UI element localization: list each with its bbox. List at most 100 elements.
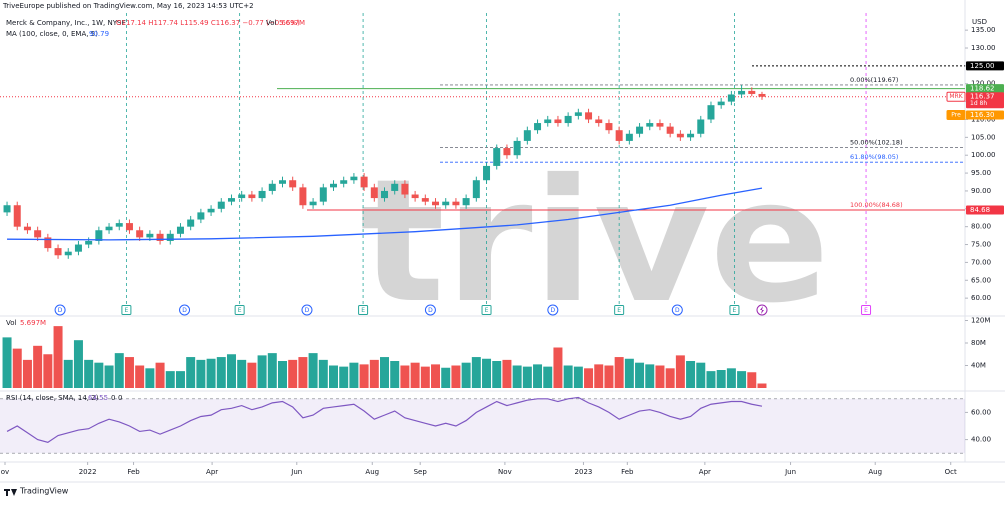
pane-title: Vol — [6, 319, 17, 327]
event-label: D — [675, 307, 680, 314]
candle-body — [136, 230, 144, 238]
candle-body — [534, 123, 542, 131]
price-tag — [966, 110, 1004, 120]
volume-bar — [553, 347, 563, 388]
price-tag-name: Pre — [951, 111, 961, 118]
candle-body — [727, 94, 735, 102]
candle-body — [13, 205, 21, 227]
ma-line — [7, 187, 763, 241]
volume-bar — [716, 370, 726, 388]
volume-bar — [675, 355, 685, 388]
event-label: E — [864, 307, 868, 314]
candle-body — [381, 190, 389, 199]
price-tag — [966, 92, 1004, 109]
candle-body — [309, 201, 317, 206]
symbol: Merck & Company, Inc., 1W, NYSE — [6, 19, 126, 27]
volume-bar — [451, 365, 461, 388]
candle-body — [54, 248, 62, 256]
volume-bar — [706, 371, 716, 388]
event-marker — [234, 305, 245, 315]
candle-body — [748, 90, 756, 94]
candle-body — [503, 148, 511, 156]
candle-body — [646, 123, 654, 127]
volume-bar — [604, 365, 614, 388]
x-tick-label: Apr — [206, 468, 218, 476]
pane-value: 64.55 — [88, 394, 108, 402]
candle-body — [554, 119, 562, 124]
volume-bar — [114, 353, 124, 388]
rsi-line — [6, 396, 763, 443]
candle-body — [156, 233, 164, 241]
candle-body — [330, 183, 338, 188]
event-label: D — [182, 307, 187, 314]
volume-bar — [308, 353, 318, 388]
event-label: D — [551, 307, 556, 314]
footer: TradingView — [19, 487, 69, 496]
alert-icon — [756, 304, 768, 316]
price-tag-name: MRK — [949, 93, 963, 100]
y-tick-label: 80M — [971, 339, 986, 347]
candle-body — [197, 212, 205, 220]
x-tick-label: Aug — [868, 468, 882, 476]
candle-body — [340, 180, 348, 184]
price-tag — [966, 205, 1004, 215]
price-tag-label: 118.62 — [970, 85, 995, 93]
candle-body — [656, 123, 664, 127]
candle-body — [421, 198, 429, 202]
candle-body — [462, 198, 470, 206]
volume-bar — [502, 359, 512, 388]
event-marker — [358, 305, 369, 315]
candle-body — [187, 219, 195, 227]
x-tick-label: ov — [1, 468, 9, 476]
volume-bar — [726, 368, 736, 388]
y-tick-label: 90.00 — [971, 187, 991, 195]
volume-bar — [431, 364, 441, 388]
x-tick-label: Aug — [365, 468, 379, 476]
volume-bar — [410, 362, 420, 388]
volume-bar — [522, 366, 532, 388]
volume-bar — [175, 371, 185, 388]
volume-bar — [186, 357, 196, 388]
candle-body — [717, 101, 725, 106]
volume-bar — [339, 366, 349, 388]
x-tick-label: Sep — [414, 468, 428, 476]
candle-body — [493, 148, 501, 166]
candle-body — [258, 190, 266, 199]
candle-body — [595, 119, 603, 124]
vol-value: 5.697M — [279, 19, 305, 27]
price-tag-name-bg — [946, 109, 966, 120]
candle-body — [227, 198, 235, 202]
y-tick-label: 40M — [971, 362, 986, 370]
event-label: E — [238, 307, 242, 314]
event-marker — [121, 305, 132, 315]
volume-bar — [737, 371, 747, 388]
y-tick-label: 65.00 — [971, 276, 991, 284]
event-label: E — [361, 307, 365, 314]
volume-bar — [53, 326, 63, 388]
candle-body — [687, 133, 695, 138]
event-label: E — [485, 307, 489, 314]
volume-bar — [237, 359, 247, 388]
event-label: E — [733, 307, 737, 314]
candle-body — [523, 130, 531, 141]
candle-body — [585, 112, 593, 120]
volume-bar — [461, 362, 471, 388]
volume-bar — [594, 364, 604, 388]
event-marker — [729, 305, 740, 315]
event-marker — [861, 305, 872, 315]
price-tag-label: 125.00 — [970, 62, 995, 70]
volume-bar — [329, 365, 339, 388]
candle-body — [483, 165, 491, 181]
y-tick-label: 60.00 — [971, 408, 991, 416]
candle-body — [125, 223, 133, 231]
candle-body — [95, 230, 103, 241]
x-tick-label: Oct — [945, 468, 957, 476]
candle-body — [738, 90, 746, 95]
y-tick-label: 80.00 — [971, 223, 991, 231]
candle-body — [707, 105, 715, 120]
pane-value: 5.697M — [20, 319, 46, 327]
pane-param: 0 — [118, 394, 122, 402]
event-marker — [547, 304, 559, 316]
candle-body — [3, 205, 11, 213]
volume-bar — [165, 371, 175, 388]
